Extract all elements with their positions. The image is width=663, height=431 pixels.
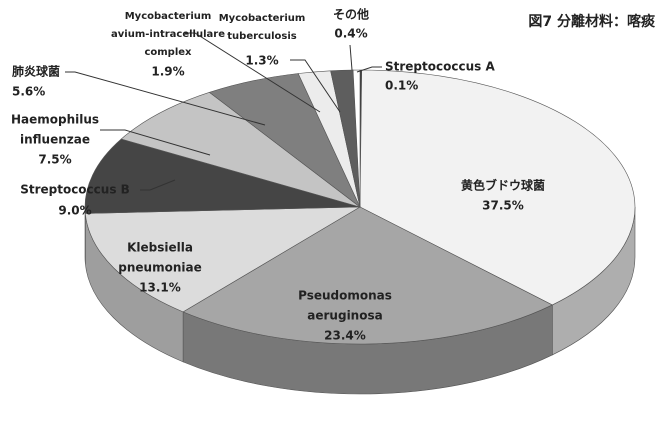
value-label: 1.3% — [245, 54, 278, 68]
slice — [352, 69, 361, 208]
slice-label: Haemophilus — [11, 113, 99, 127]
slice — [182, 206, 553, 345]
value-label: 5.6% — [12, 85, 45, 99]
value-label: 0.4% — [334, 27, 367, 41]
slice-label: Klebsiella — [127, 241, 193, 255]
slice-label: 黄色ブドウ球菌 — [461, 178, 545, 193]
slice-label: tuberculosis — [227, 31, 296, 42]
slice-label: pneumoniae — [118, 261, 201, 275]
chart-title: 図7 分離材料：喀痰 — [528, 13, 656, 30]
value-label: 0.1% — [385, 79, 418, 93]
value-label: 23.4% — [324, 329, 366, 343]
leader-line — [290, 59, 341, 113]
leader-line — [65, 71, 266, 126]
slice-label: complex — [144, 47, 192, 58]
slice-label: aeruginosa — [307, 309, 382, 323]
leader-line — [140, 179, 176, 191]
slice-label: Pseudomonas — [298, 289, 392, 303]
slice-label: avium-intracellulare — [111, 29, 225, 40]
leader-line — [356, 66, 382, 73]
slice-label: 肺炎球菌 — [12, 64, 60, 79]
slice-label: その他 — [333, 7, 369, 22]
value-label: 7.5% — [38, 153, 71, 167]
slice — [120, 92, 361, 208]
value-label: 1.9% — [151, 65, 184, 79]
value-label: 37.5% — [482, 199, 524, 213]
leader-line — [185, 32, 321, 113]
slice — [359, 69, 636, 306]
slice — [84, 206, 362, 313]
slice-label: Mycobacterium — [219, 13, 306, 24]
leader-line — [349, 44, 353, 71]
slice-label: Streptococcus A — [385, 60, 495, 74]
leader-line — [100, 129, 211, 156]
slice-label: Streptococcus B — [20, 183, 130, 197]
slice — [84, 138, 361, 214]
value-label: 9.0% — [58, 204, 91, 218]
value-label: 13.1% — [139, 281, 181, 295]
slice-label: influenzae — [20, 133, 90, 147]
slice-label: Mycobacterium — [125, 11, 212, 22]
